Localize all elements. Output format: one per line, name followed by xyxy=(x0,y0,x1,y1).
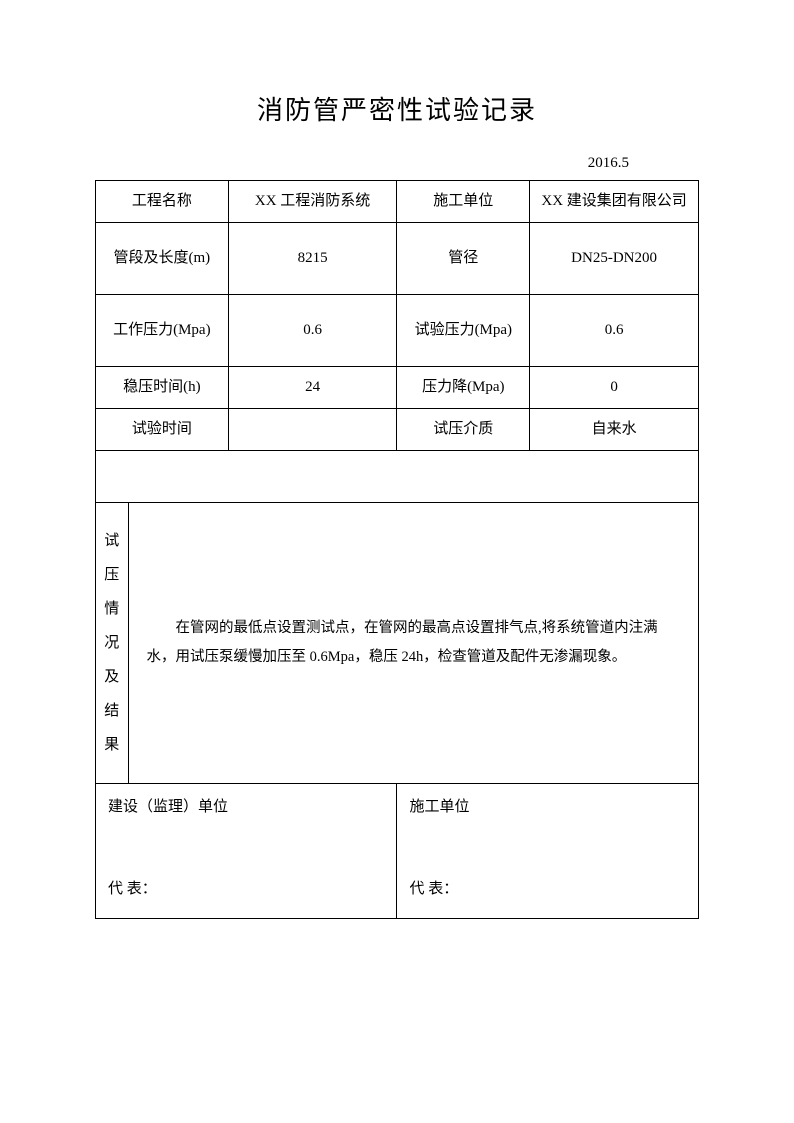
table-row: 稳压时间(h) 24 压力降(Mpa) 0 xyxy=(96,367,699,409)
test-record-table: 工程名称 XX 工程消防系统 施工单位 XX 建设集团有限公司 管段及长度(m)… xyxy=(95,180,699,919)
value-hold-time: 24 xyxy=(228,367,397,409)
label-working-pressure: 工作压力(Mpa) xyxy=(96,295,229,367)
construction-unit-label: 施工单位 xyxy=(409,794,686,821)
result-label: 试 压 情 况 及 结 果 xyxy=(96,503,128,783)
label-test-time: 试验时间 xyxy=(96,409,229,451)
supervisor-unit-label: 建设（监理）单位 xyxy=(108,794,384,821)
result-description: 在管网的最低点设置测试点，在管网的最高点设置排气点,将系统管道内注满水，用试压泵… xyxy=(128,503,698,783)
value-construction-unit: XX 建设集团有限公司 xyxy=(530,181,699,223)
empty-row xyxy=(96,451,699,503)
document-date: 2016.5 xyxy=(95,155,699,172)
label-test-pressure: 试验压力(Mpa) xyxy=(397,295,530,367)
supervisor-sign-cell: 建设（监理）单位 代 表： xyxy=(96,784,397,919)
table-row: 工程名称 XX 工程消防系统 施工单位 XX 建设集团有限公司 xyxy=(96,181,699,223)
page-title: 消防管严密性试验记录 xyxy=(95,90,699,127)
supervisor-rep-label: 代 表： xyxy=(108,876,384,903)
value-test-pressure: 0.6 xyxy=(530,295,699,367)
table-row: 试验时间 试压介质 自来水 xyxy=(96,409,699,451)
table-row xyxy=(96,451,699,503)
construction-sign-cell: 施工单位 代 表： xyxy=(397,784,699,919)
construction-rep-label: 代 表： xyxy=(409,876,686,903)
value-pipe-diameter: DN25-DN200 xyxy=(530,223,699,295)
table-row: 试 压 情 况 及 结 果 在管网的最低点设置测试点，在管网的最高点设置排气点,… xyxy=(96,503,699,784)
label-pipe-diameter: 管径 xyxy=(397,223,530,295)
label-pressure-drop: 压力降(Mpa) xyxy=(397,367,530,409)
value-test-medium: 自来水 xyxy=(530,409,699,451)
value-working-pressure: 0.6 xyxy=(228,295,397,367)
value-pipe-length: 8215 xyxy=(228,223,397,295)
label-hold-time: 稳压时间(h) xyxy=(96,367,229,409)
label-project-name: 工程名称 xyxy=(96,181,229,223)
value-pressure-drop: 0 xyxy=(530,367,699,409)
table-row: 管段及长度(m) 8215 管径 DN25-DN200 xyxy=(96,223,699,295)
table-row: 工作压力(Mpa) 0.6 试验压力(Mpa) 0.6 xyxy=(96,295,699,367)
label-pipe-length: 管段及长度(m) xyxy=(96,223,229,295)
value-project-name: XX 工程消防系统 xyxy=(228,181,397,223)
label-construction-unit: 施工单位 xyxy=(397,181,530,223)
label-test-medium: 试压介质 xyxy=(397,409,530,451)
value-test-time xyxy=(228,409,397,451)
result-section: 试 压 情 况 及 结 果 在管网的最低点设置测试点，在管网的最高点设置排气点,… xyxy=(96,503,699,784)
table-row: 建设（监理）单位 代 表： 施工单位 代 表： xyxy=(96,784,699,919)
